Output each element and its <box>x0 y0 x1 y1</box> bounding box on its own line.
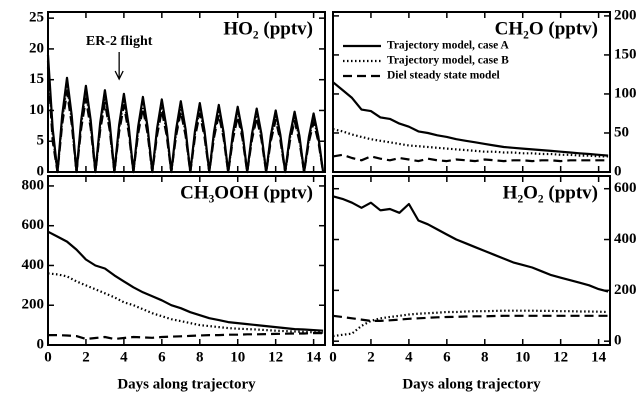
panel-title: H₂O₂ (pptv) <box>503 182 598 203</box>
y-tick-label: 50 <box>614 124 629 140</box>
series-line <box>332 195 609 293</box>
y-tick-label: 800 <box>22 177 45 193</box>
x-tick-label: 0 <box>329 349 337 365</box>
plot-frame <box>47 175 326 346</box>
series-line <box>46 67 325 174</box>
y-tick-label: 20 <box>29 40 44 56</box>
y-tick-label: 600 <box>22 217 45 233</box>
x-tick-label: 4 <box>120 349 128 365</box>
y-tick-label: 600 <box>614 180 637 196</box>
y-tick-label: 200 <box>614 282 637 298</box>
panel-title: CH₃OOH (pptv) <box>180 182 313 203</box>
series-line <box>332 153 609 163</box>
y-tick-label: 0 <box>37 336 45 352</box>
x-tick-label: 0 <box>44 349 52 365</box>
x-axis-label: Days along trajectory <box>117 376 256 392</box>
x-tick-label: 2 <box>367 349 375 365</box>
legend-label: Diel steady state model <box>387 70 500 82</box>
x-tick-label: 6 <box>443 349 451 365</box>
y-tick-label: 150 <box>614 46 637 62</box>
plot-frame <box>332 11 611 173</box>
x-tick-label: 2 <box>82 349 90 365</box>
x-tick-label: 10 <box>230 349 245 365</box>
x-tick-label: 12 <box>553 349 568 365</box>
y-tick-label: 5 <box>37 133 45 149</box>
y-tick-label: 15 <box>29 71 44 87</box>
series-line <box>47 272 324 334</box>
y-tick-label: 0 <box>614 333 622 349</box>
y-tick-label: 200 <box>22 297 45 313</box>
annotation: ER-2 flight <box>86 34 153 49</box>
x-tick-label: 8 <box>196 349 204 365</box>
y-tick-label: 25 <box>29 10 44 26</box>
x-axis-label: Days along trajectory <box>402 376 541 392</box>
x-tick-label: 12 <box>268 349 283 365</box>
y-tick-label: 400 <box>22 257 45 273</box>
x-tick-label: 10 <box>515 349 530 365</box>
x-tick-label: 14 <box>306 349 322 365</box>
y-tick-label: 200 <box>614 7 637 23</box>
legend-label: Trajectory model, case B <box>387 55 509 67</box>
series-line <box>332 81 609 157</box>
x-tick-label: 4 <box>405 349 413 365</box>
series-line <box>332 309 609 338</box>
annotation-arrowhead <box>114 70 124 81</box>
series-line <box>332 314 609 322</box>
y-tick-label: 100 <box>614 85 637 101</box>
y-tick-label: 10 <box>29 102 44 118</box>
series-line <box>48 332 324 341</box>
panel-title: HO₂ (pptv) <box>223 18 313 39</box>
y-tick-label: 0 <box>37 163 45 179</box>
panel-title: CH₂O (pptv) <box>495 18 598 39</box>
plot-frame <box>47 11 326 173</box>
y-tick-label: 0 <box>614 163 622 179</box>
series-line <box>47 230 324 332</box>
x-tick-label: 8 <box>481 349 489 365</box>
x-tick-label: 14 <box>591 349 607 365</box>
x-tick-label: 6 <box>158 349 166 365</box>
plot-frame <box>332 175 611 346</box>
legend-label: Trajectory model, case A <box>387 40 509 52</box>
y-tick-label: 400 <box>614 231 637 247</box>
